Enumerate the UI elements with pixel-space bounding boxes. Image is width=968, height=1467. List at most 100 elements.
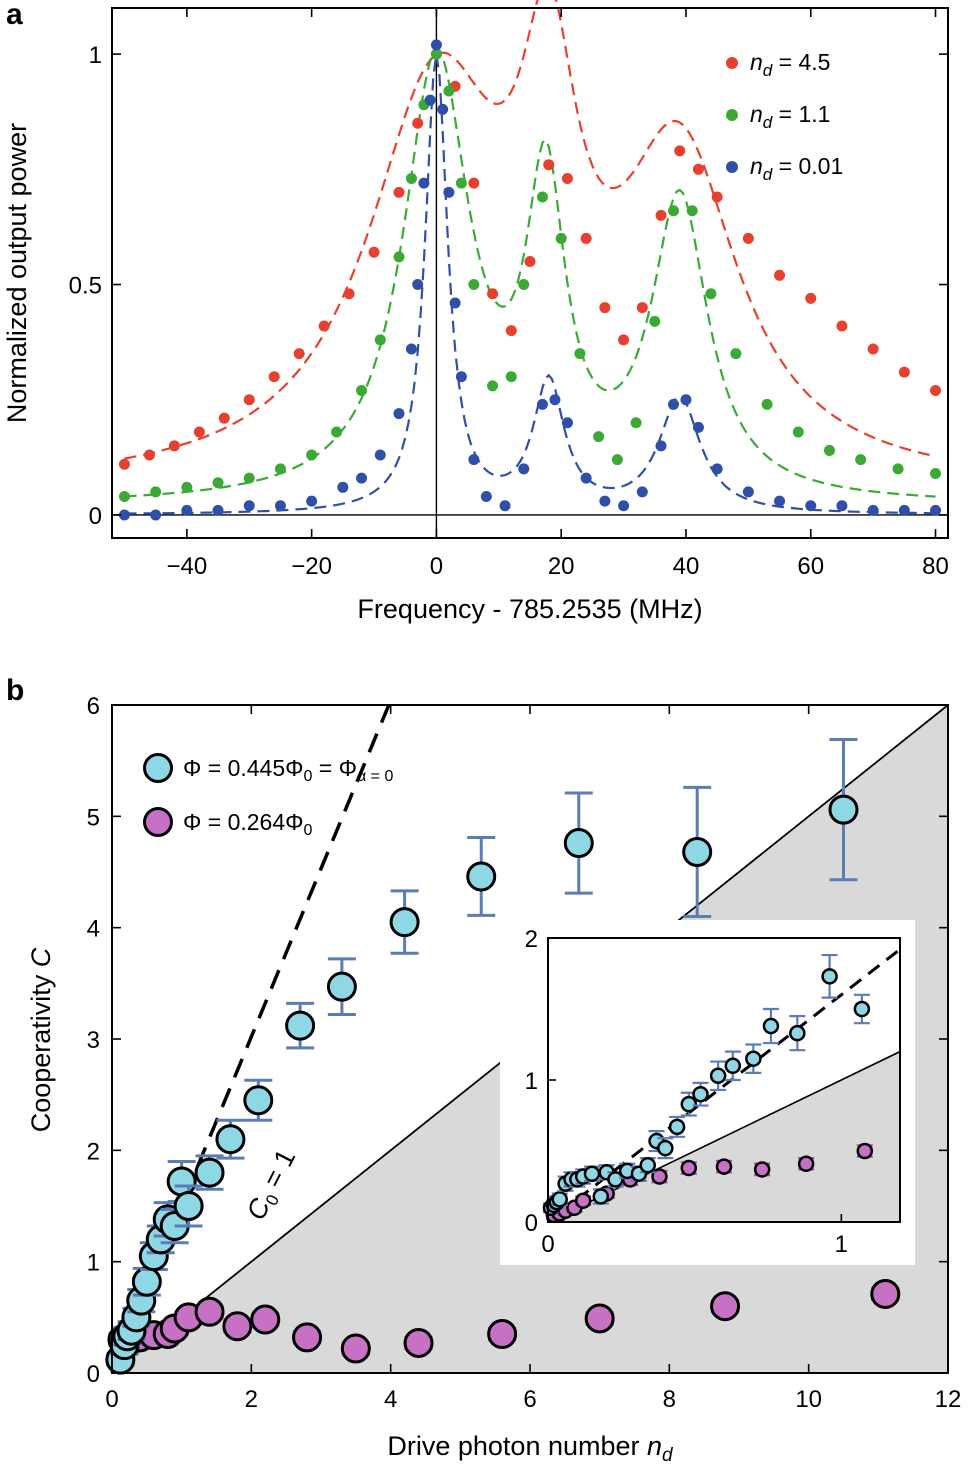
data-point-a-0 — [636, 302, 648, 314]
data-point-a-2 — [930, 504, 942, 516]
data-point-a-0 — [193, 426, 205, 438]
x-tick-label: −20 — [291, 553, 332, 580]
data-point-a-2 — [711, 463, 723, 475]
panel-a-data-points — [118, 39, 942, 521]
legend-symbol: n — [750, 101, 763, 127]
dashed-theory-line — [110, 704, 391, 1374]
data-point-a-0 — [487, 288, 499, 300]
inset-data-point-magenta — [680, 1159, 698, 1177]
data-point-a-2 — [599, 495, 611, 507]
data-point-a-2 — [430, 39, 442, 51]
x-tick-label: 80 — [922, 553, 949, 580]
data-point-b-0 — [131, 1266, 162, 1297]
x-tick-label: 0 — [430, 553, 443, 580]
data-point-a-1 — [118, 491, 130, 503]
data-point-b-0 — [173, 1191, 204, 1221]
legend-symbol: n — [750, 49, 763, 75]
data-point-a-0 — [218, 412, 230, 424]
fit-curve-2 — [124, 53, 936, 515]
data-point-b-1 — [194, 1296, 225, 1327]
panel-b-legend: Φ = 0.445Φ0 = Φα = 0Φ = 0.264Φ0 — [143, 753, 393, 839]
data-point-a-1 — [574, 348, 586, 360]
x-tick-label: 2 — [245, 1386, 258, 1413]
data-point-a-0 — [898, 366, 910, 378]
x-tick-label: 10 — [795, 1386, 822, 1413]
panel-b-y-label-symbol: C — [26, 947, 56, 967]
y-tick-label: 1 — [89, 42, 102, 69]
data-point-a-0 — [805, 292, 817, 304]
data-point-a-1 — [243, 472, 255, 484]
data-point-a-0 — [867, 343, 879, 355]
data-point-a-1 — [331, 426, 343, 438]
inset-data-point-cyan — [639, 1156, 656, 1174]
legend-subscript: d — [763, 165, 773, 184]
legend-label-a-0: nd = 4.5 — [750, 49, 830, 80]
data-point-a-2 — [443, 186, 455, 198]
data-point-b-1 — [487, 1319, 518, 1350]
data-point-a-2 — [742, 486, 754, 498]
c0-label-rest: = 1 — [254, 1144, 302, 1198]
inset-data-point-cyan — [762, 1017, 780, 1035]
data-point-a-2 — [274, 500, 286, 512]
data-point-a-0 — [742, 232, 754, 244]
panel-b-x-ticks: 0 2 4 6 8 10 12 — [105, 705, 961, 1413]
panel-a-frame — [111, 7, 949, 539]
data-point-b-1 — [870, 1278, 901, 1309]
data-point-b-0 — [326, 971, 357, 1002]
panel-a-y-ticks: 00.51 — [69, 42, 948, 530]
data-point-a-2 — [374, 449, 386, 461]
fit-curve-1 — [124, 47, 936, 498]
y-tick-label: 4 — [87, 916, 100, 943]
data-point-b-1 — [710, 1291, 741, 1322]
data-point-a-2 — [580, 472, 592, 484]
data-point-a-1 — [405, 173, 417, 185]
inset-x-tick-label: 0 — [541, 1231, 554, 1258]
panel-a-reference-lines — [112, 8, 948, 538]
panel-label-b: b — [6, 674, 24, 707]
x-tick-label: −40 — [167, 553, 208, 580]
inset-data-points — [542, 953, 874, 1224]
data-point-b-1 — [403, 1327, 434, 1358]
inset-data-point-cyan — [607, 1171, 624, 1188]
inset-data-point-cyan — [668, 1118, 686, 1136]
data-point-a-1 — [393, 251, 405, 263]
data-point-b-1 — [250, 1304, 281, 1335]
data-point-a-1 — [274, 463, 286, 475]
data-point-a-1 — [181, 481, 193, 493]
data-point-a-0 — [524, 255, 536, 267]
data-point-a-1 — [212, 477, 224, 489]
legend-marker-b-1 — [143, 807, 173, 837]
data-point-a-2 — [618, 500, 630, 512]
data-point-a-0 — [368, 246, 380, 258]
data-point-a-1 — [855, 454, 867, 466]
y-tick-label: 5 — [87, 804, 100, 831]
data-point-a-2 — [836, 500, 848, 512]
legend-symbol: n — [750, 153, 763, 179]
data-point-a-2 — [337, 481, 349, 493]
data-point-b-1 — [584, 1303, 615, 1334]
data-point-a-2 — [405, 343, 417, 355]
data-point-a-1 — [443, 85, 455, 97]
data-point-a-1 — [356, 385, 368, 397]
inset-data-point-cyan — [680, 1095, 698, 1113]
data-point-a-2 — [561, 417, 573, 429]
data-point-a-2 — [437, 103, 449, 115]
data-point-a-2 — [655, 440, 667, 452]
data-point-a-0 — [580, 232, 592, 244]
panel-b-y-label-main: Cooperativity — [26, 967, 56, 1132]
data-point-a-1 — [487, 380, 499, 392]
data-point-a-0 — [930, 385, 942, 397]
inset-data-point-magenta — [856, 1142, 874, 1160]
legend-label-a-1: nd = 1.1 — [750, 101, 830, 132]
data-point-a-0 — [692, 163, 704, 175]
data-point-a-1 — [930, 467, 942, 479]
y-tick-label: 2 — [87, 1138, 100, 1165]
c0-line-label: C0 = 1 — [241, 1144, 304, 1226]
data-point-a-2 — [118, 509, 130, 521]
x-tick-label: 40 — [673, 553, 700, 580]
x-tick-label: 12 — [935, 1386, 962, 1413]
legend-sub1: 0 — [303, 822, 312, 839]
data-point-a-2 — [774, 495, 786, 507]
